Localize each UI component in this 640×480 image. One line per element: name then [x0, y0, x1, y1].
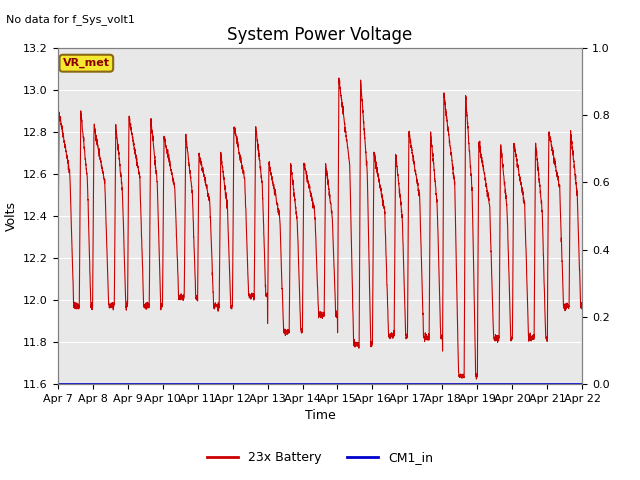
- Legend: 23x Battery, CM1_in: 23x Battery, CM1_in: [202, 446, 438, 469]
- Text: No data for f_Sys_volt1: No data for f_Sys_volt1: [6, 14, 135, 25]
- Y-axis label: Volts: Volts: [4, 201, 17, 231]
- X-axis label: Time: Time: [305, 409, 335, 422]
- Text: VR_met: VR_met: [63, 58, 110, 68]
- Title: System Power Voltage: System Power Voltage: [227, 25, 413, 44]
